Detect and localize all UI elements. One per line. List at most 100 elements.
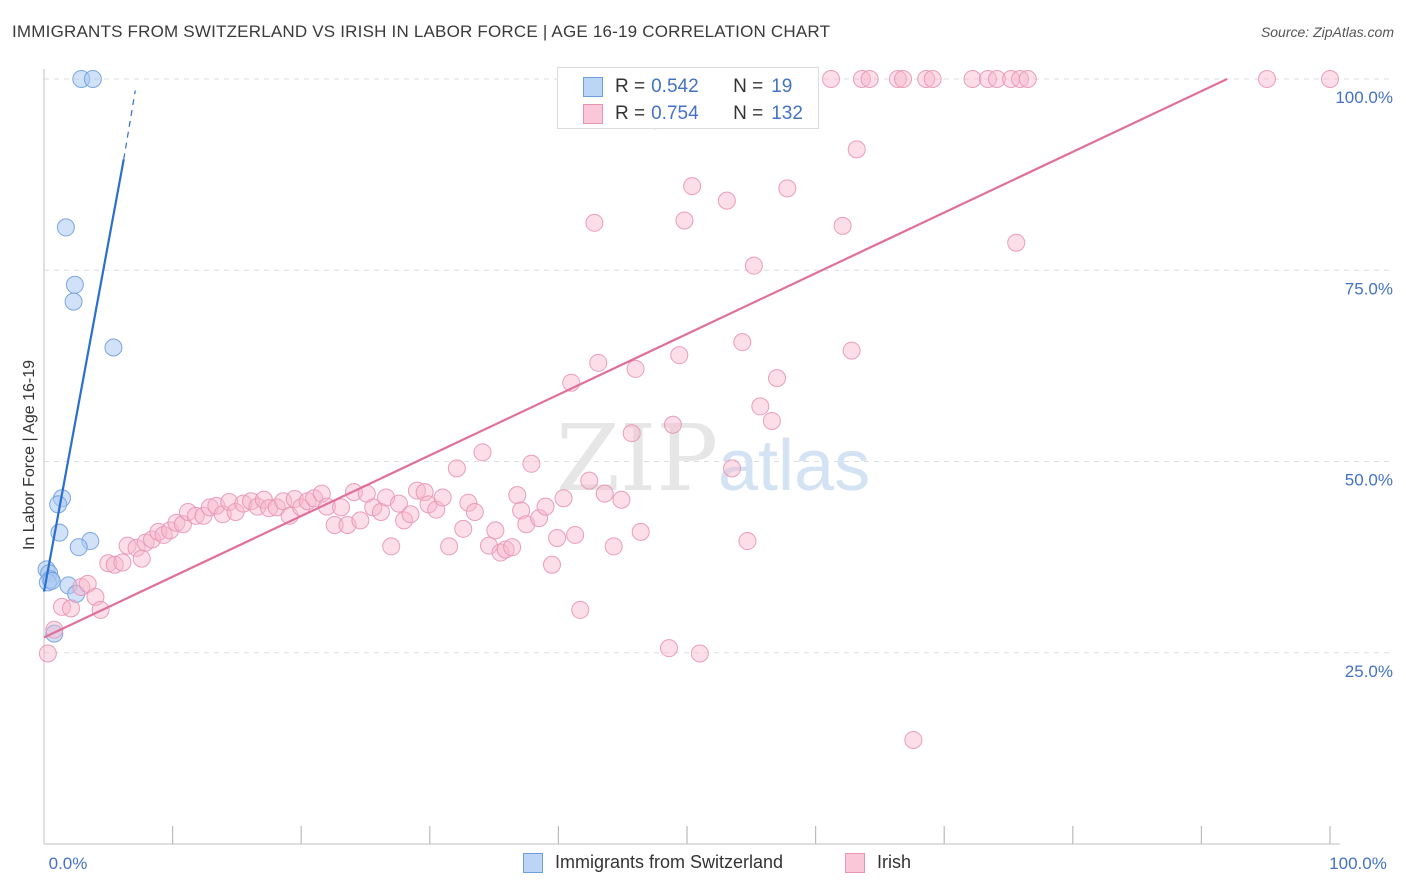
point-irish [917, 70, 936, 88]
point-irish [325, 515, 344, 534]
point-irish [589, 353, 608, 372]
point-switzerland [65, 275, 84, 294]
point-irish [220, 493, 239, 512]
point-irish [987, 70, 1006, 88]
tick-labels: 25.0% 50.0% 75.0% 100.0% 0.0% 100.0% [49, 88, 1393, 873]
point-irish [670, 346, 689, 365]
point-irish [143, 530, 162, 549]
point-irish [407, 481, 426, 500]
point-irish [486, 521, 505, 540]
point-irish [332, 498, 351, 517]
point-irish [717, 191, 736, 210]
point-irish [595, 484, 614, 503]
point-irish [548, 529, 567, 547]
legend-n-label: N = [733, 76, 764, 97]
point-irish [479, 536, 498, 555]
point-irish [473, 443, 492, 462]
trend-line-switzerland-extension [123, 90, 136, 160]
point-irish [351, 511, 370, 530]
point-irish [248, 497, 267, 516]
y-tick-label: 75.0% [1345, 279, 1393, 298]
x-tick-label: 0.0% [49, 854, 88, 873]
point-irish [733, 333, 752, 352]
point-irish [847, 140, 866, 159]
point-irish [762, 411, 781, 430]
bottom-legend-irish: Irish [845, 852, 911, 873]
point-irish [571, 600, 590, 619]
y-tick-label: 100.0% [1335, 88, 1393, 107]
legend-n-label: N = [733, 103, 764, 124]
point-irish [536, 497, 555, 516]
point-irish [113, 553, 132, 572]
point-irish [626, 359, 645, 378]
point-irish [401, 505, 420, 524]
point-irish [904, 730, 923, 749]
point-irish [888, 70, 907, 88]
legend-row-irish: R = 0.754 N = 132 [558, 101, 803, 127]
trend-line-switzerland [42, 159, 125, 592]
point-irish [530, 509, 549, 528]
bottom-legend-swatch-pink [845, 852, 865, 873]
watermark-zip: ZIP [556, 405, 718, 512]
watermark: ZIP atlas [556, 405, 870, 512]
point-irish [580, 471, 599, 490]
point-irish [1018, 70, 1037, 88]
point-irish [1007, 233, 1026, 252]
point-irish [415, 483, 434, 502]
point-irish [631, 522, 650, 541]
legend-swatch-blue [583, 77, 603, 97]
point-irish [154, 525, 173, 544]
point-irish [738, 532, 757, 551]
trend-lines [42, 78, 1228, 639]
point-irish [566, 525, 585, 544]
point-irish [554, 489, 573, 508]
point-irish [842, 341, 861, 360]
watermark-atlas: atlas [718, 426, 870, 506]
trend-line-irish [43, 78, 1228, 639]
point-irish [778, 179, 797, 198]
point-irish [99, 554, 118, 573]
axes [43, 69, 1340, 845]
point-irish [744, 256, 763, 275]
chart-title: IMMIGRANTS FROM SWITZERLAND VS IRISH IN … [12, 22, 831, 41]
point-irish [1011, 70, 1030, 88]
point-irish [186, 506, 205, 525]
point-irish [675, 211, 694, 230]
point-irish [465, 502, 484, 521]
point-irish [491, 543, 510, 562]
point-irish [459, 493, 478, 512]
bottom-legend-swatch-blue [523, 852, 543, 873]
legend-n-value: 132 [771, 103, 803, 124]
point-irish [149, 522, 168, 541]
point-irish [604, 537, 623, 556]
point-irish [723, 459, 742, 478]
point-irish [382, 537, 401, 556]
point-irish [622, 424, 641, 443]
point-irish [542, 555, 561, 574]
point-irish [663, 415, 682, 434]
point-irish [923, 70, 942, 88]
point-irish [512, 501, 531, 520]
chart-source: Source: ZipAtlas.com [1260, 24, 1394, 40]
point-irish [585, 213, 604, 232]
x-tick-label: 100.0% [1329, 854, 1387, 873]
point-irish [167, 513, 186, 532]
point-irish [440, 537, 459, 556]
point-irish [38, 644, 57, 663]
y-tick-label: 50.0% [1345, 471, 1393, 490]
point-irish [132, 549, 151, 568]
point-irish [127, 538, 146, 557]
legend-r-value: 0.542 [651, 76, 699, 97]
correlation-legend: R = 0.542 N = 19 R = 0.754 N = 132 [557, 67, 819, 129]
legend-swatch-pink [583, 104, 603, 124]
point-switzerland [64, 292, 83, 311]
point-irish [371, 502, 390, 521]
point-irish [822, 70, 841, 88]
legend-n-value: 19 [771, 76, 793, 97]
legend-r-value: 0.754 [651, 103, 699, 124]
point-irish [978, 70, 997, 88]
point-irish [833, 216, 852, 235]
grid-lines [44, 78, 1390, 654]
point-irish [690, 644, 709, 663]
